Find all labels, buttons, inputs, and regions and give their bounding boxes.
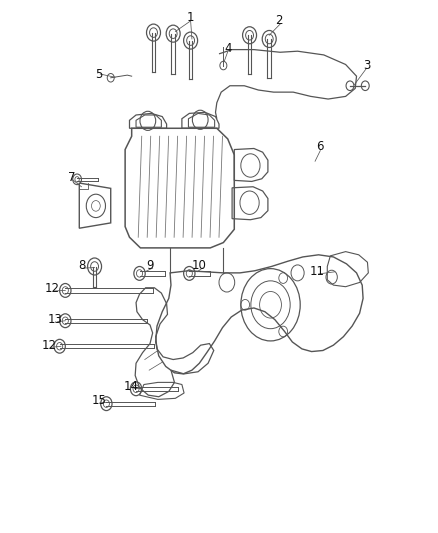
Text: 6: 6 [316,140,323,154]
Text: 12: 12 [45,282,60,295]
Text: 14: 14 [124,379,138,393]
Text: 10: 10 [192,259,207,272]
Text: 9: 9 [146,259,154,272]
Text: 4: 4 [224,42,231,55]
Text: 8: 8 [78,259,85,272]
Text: 1: 1 [187,11,194,24]
Text: 7: 7 [68,171,75,184]
Text: 5: 5 [95,68,102,80]
Text: 3: 3 [363,59,370,72]
Text: 13: 13 [48,313,63,326]
Text: 2: 2 [276,14,283,27]
Text: 12: 12 [42,338,57,352]
Text: 11: 11 [310,265,325,278]
Text: 15: 15 [92,394,106,407]
